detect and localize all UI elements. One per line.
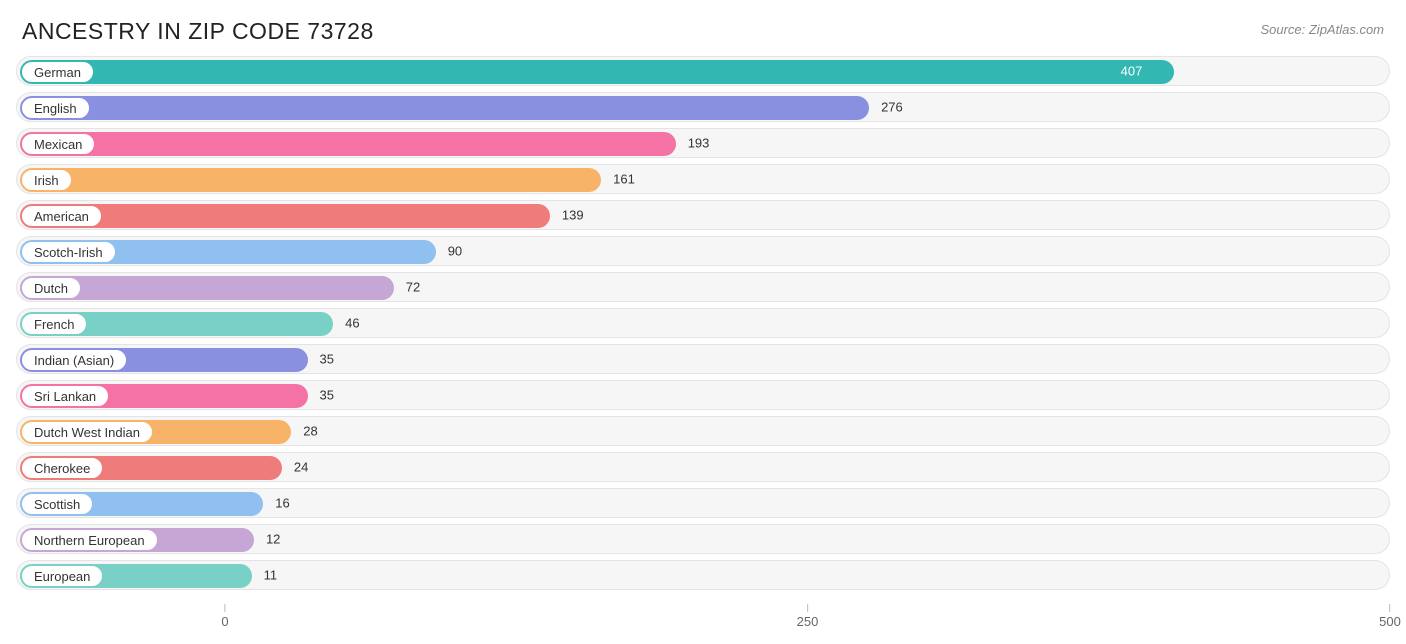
bar-row: Indian (Asian) 35 [16,344,1390,374]
bar-category-pill: English [21,97,90,119]
bar-track: American [20,204,550,228]
bar-category-pill: Northern European [21,529,158,551]
bar-row: Irish 161 [16,164,1390,194]
bar-row: Dutch West Indian 28 [16,416,1390,446]
bar-value-label: 161 [613,172,635,187]
bar-value-label: 276 [881,100,903,115]
tick-mark [1389,604,1390,612]
bar-track: European [20,564,252,588]
tick-label: 250 [797,614,819,629]
bar-track: French [20,312,333,336]
bar-row: Scottish 16 [16,488,1390,518]
bar-value-label: 193 [688,136,710,151]
bar-track: Irish [20,168,601,192]
bar-category-pill: European [21,565,103,587]
bar-category-pill: Sri Lankan [21,385,109,407]
bar-value-label: 28 [303,424,317,439]
bar-track: Cherokee [20,456,282,480]
bar-row: Dutch 72 [16,272,1390,302]
bar-value-label: 139 [562,208,584,223]
bar-row: Sri Lankan 35 [16,380,1390,410]
bar-track: Northern European [20,528,254,552]
bar-track: Dutch West Indian [20,420,291,444]
bar-category-pill: Dutch [21,277,81,299]
bar-category-pill: Scotch-Irish [21,241,116,263]
bar-value-label: 407 [1121,64,1143,79]
tick-mark [807,604,808,612]
bar-track: English [20,96,869,120]
axis-tick: 500 [1379,604,1401,629]
bar-value-label: 24 [294,460,308,475]
bar-row: Scotch-Irish 90 [16,236,1390,266]
bar-row: Cherokee 24 [16,452,1390,482]
chart-title: ANCESTRY IN ZIP CODE 73728 [22,18,374,45]
axis-tick: 250 [797,604,819,629]
bar-row: English 276 [16,92,1390,122]
bar-value-label: 90 [448,244,462,259]
bar-row: American 139 [16,200,1390,230]
bar-track: Scottish [20,492,263,516]
bar-value-label: 35 [320,388,334,403]
tick-mark [224,604,225,612]
bar-category-pill: Dutch West Indian [21,421,153,443]
bar-row: German 407 [16,56,1390,86]
bar-track: Dutch [20,276,394,300]
bar-category-pill: American [21,205,102,227]
x-axis: 0250500 [16,604,1390,626]
chart-source: Source: ZipAtlas.com [1260,18,1384,37]
chart-header: ANCESTRY IN ZIP CODE 73728 Source: ZipAt… [0,0,1406,55]
bar-value-label: 16 [275,496,289,511]
bar-track: Sri Lankan [20,384,308,408]
bar-category-pill: Irish [21,169,72,191]
axis-tick: 0 [221,604,228,629]
bar-track: Mexican [20,132,676,156]
bar-track: Indian (Asian) [20,348,308,372]
chart-area: German 407 English 276 Mexican 193 Irish 161 Ame… [16,56,1390,600]
bar-category-pill: Cherokee [21,457,103,479]
bar-row: European 11 [16,560,1390,590]
bar-row: French 46 [16,308,1390,338]
bar-category-pill: Scottish [21,493,93,515]
bar-track: German [20,60,1174,84]
bar-value-label: 72 [406,280,420,295]
bar-category-pill: French [21,313,87,335]
bar-category-pill: Mexican [21,133,95,155]
bar-value-label: 12 [266,532,280,547]
bar-track: Scotch-Irish [20,240,436,264]
bar-category-pill: Indian (Asian) [21,349,127,371]
bar-value-label: 11 [264,568,278,583]
bar-row: Northern European 12 [16,524,1390,554]
bar-row: Mexican 193 [16,128,1390,158]
bar-category-pill: German [21,61,94,83]
tick-label: 500 [1379,614,1401,629]
bar-value-label: 46 [345,316,359,331]
tick-label: 0 [221,614,228,629]
bar-value-label: 35 [320,352,334,367]
